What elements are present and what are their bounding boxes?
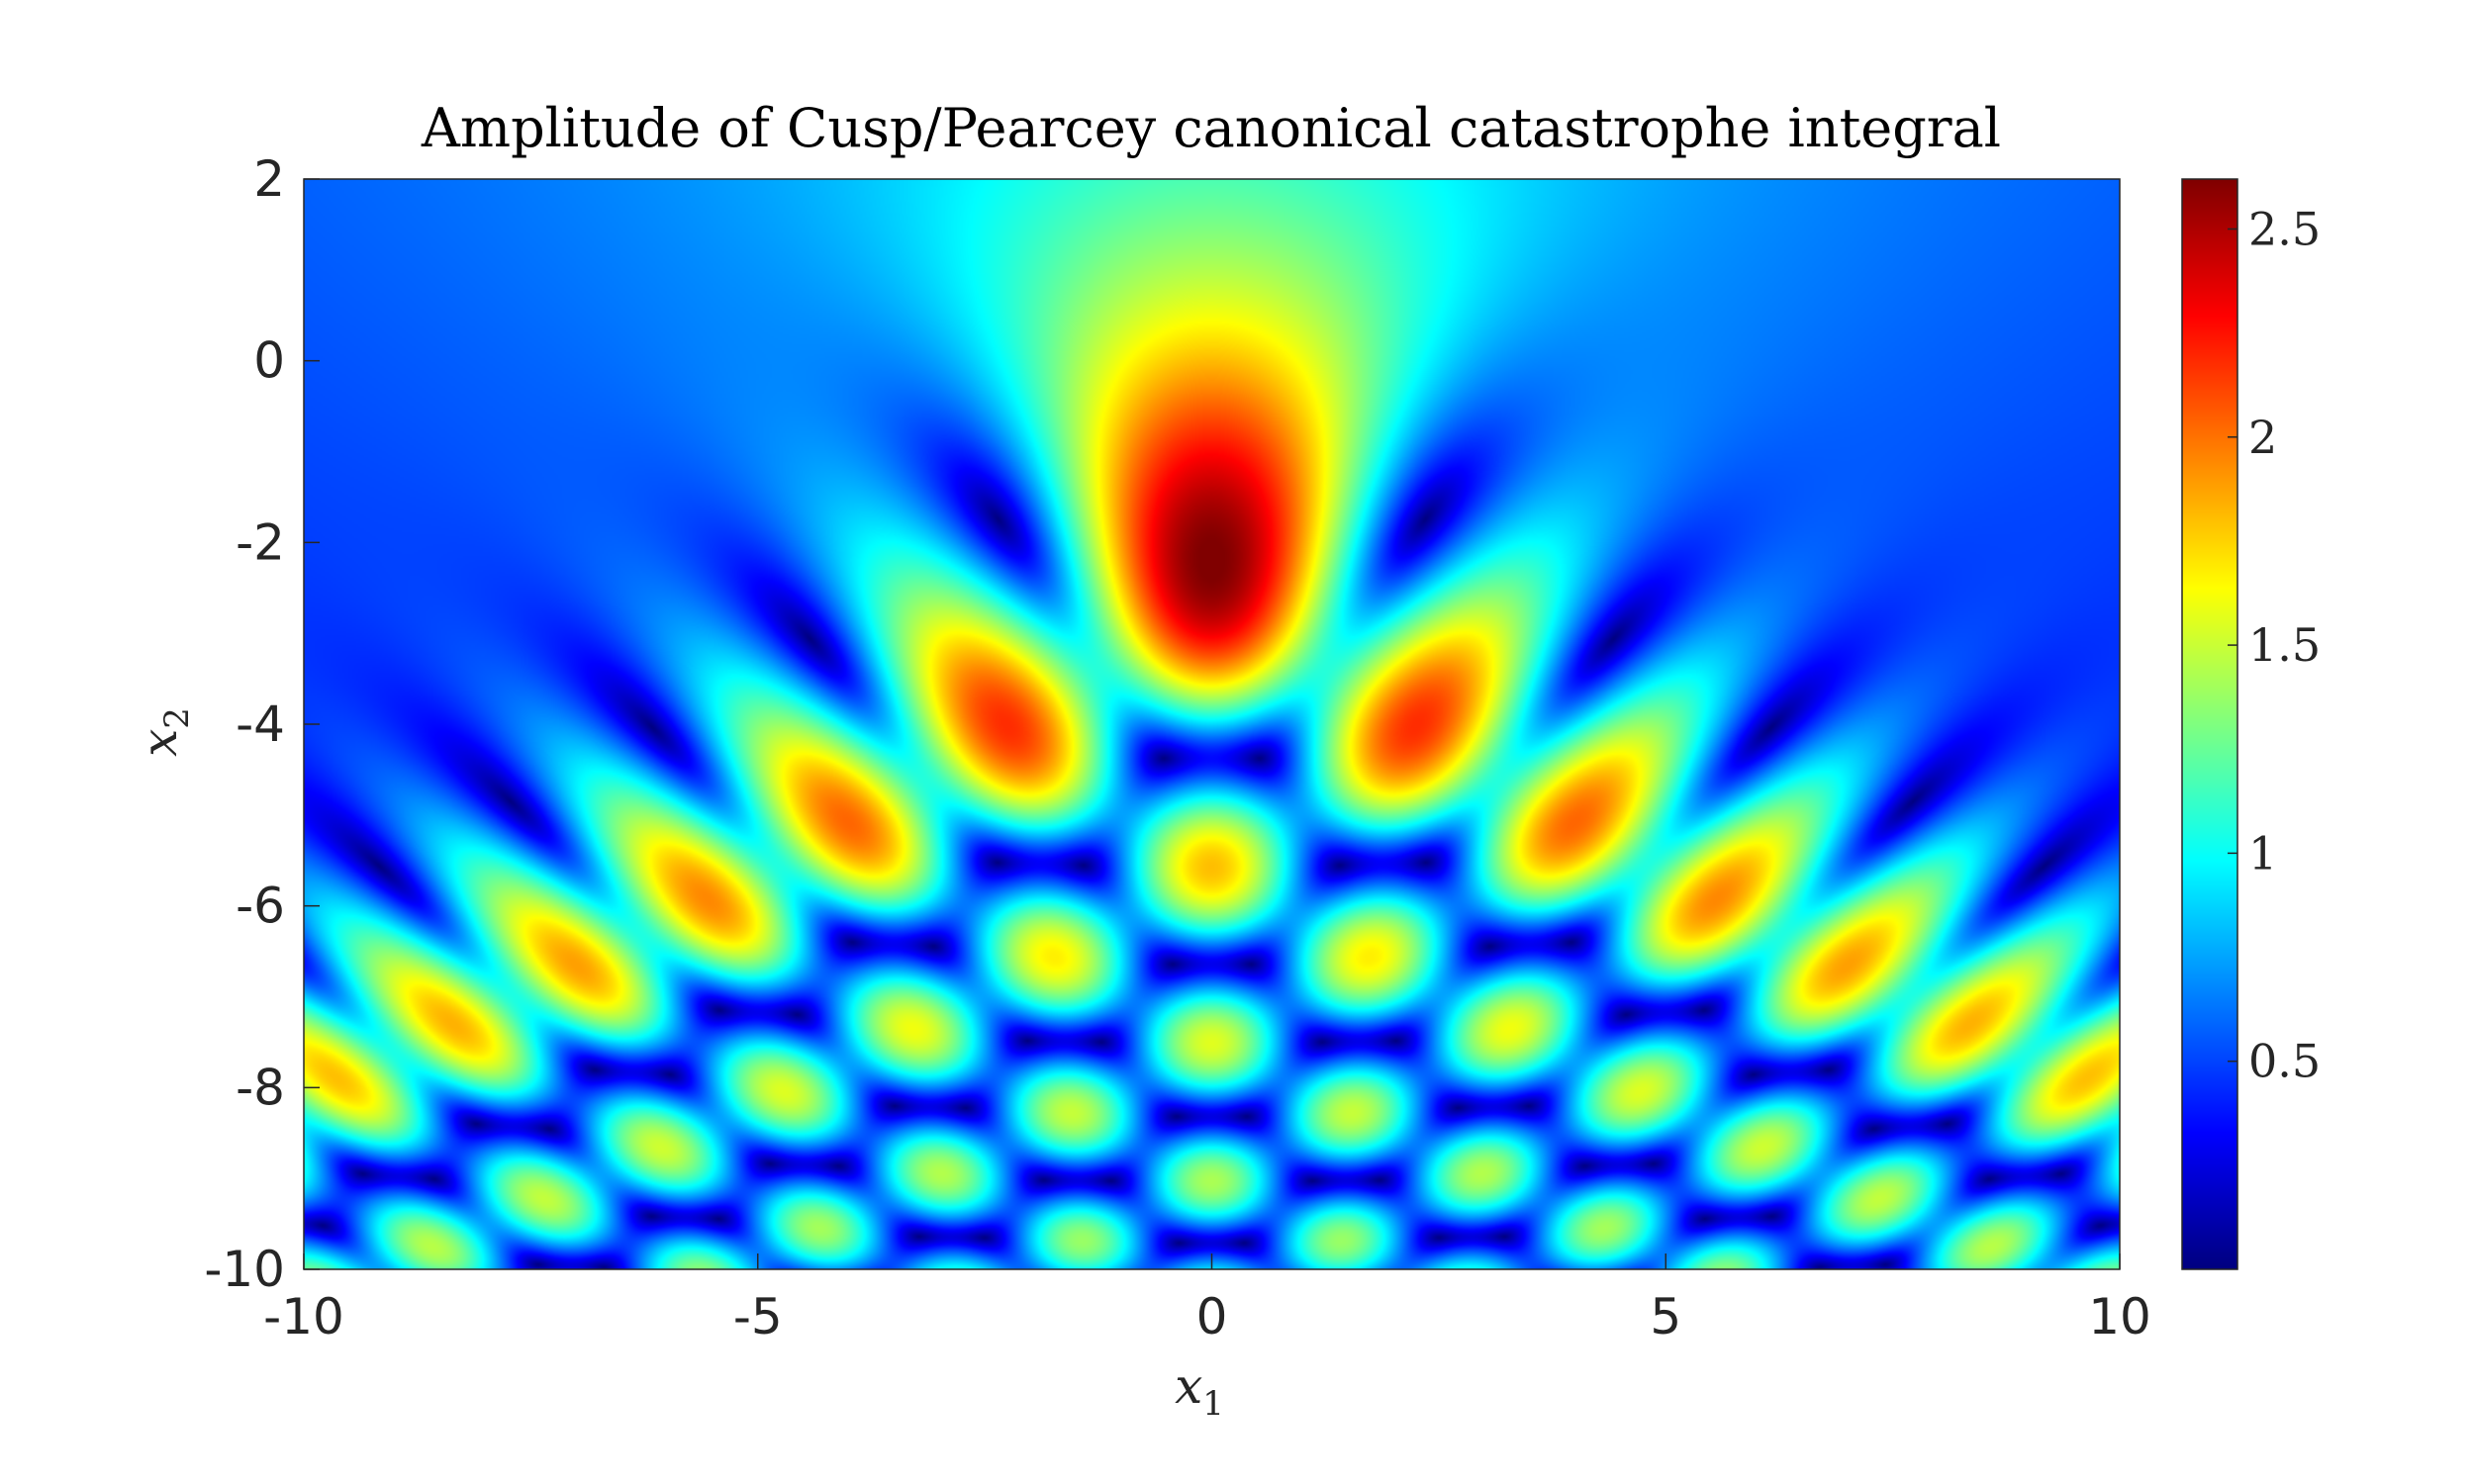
y-axis-label: x2 — [131, 707, 197, 757]
x-tick-label: -5 — [733, 1288, 783, 1345]
plot-frame — [303, 178, 2121, 1270]
colorbar-ticks: 0.5 1 1.5 2 2.5 — [2228, 202, 2321, 1088]
x-tick-label: 10 — [2088, 1288, 2151, 1345]
colorbar-tick-label: 2.5 — [2248, 202, 2321, 255]
chart-title: Amplitude of Cusp/Pearcey canonical cata… — [421, 97, 2001, 159]
y-axis-ticks: 2 0 -2 -4 -6 -8 -10 — [204, 150, 320, 1298]
colorbar-tick-label: 1.5 — [2248, 618, 2321, 672]
colorbar-frame — [2181, 178, 2238, 1270]
x-tick-label: 5 — [1650, 1288, 1681, 1345]
y-tick-label: 0 — [253, 332, 285, 390]
heatmap-plot — [304, 179, 2120, 1269]
x-axis-ticks: -10 -5 0 5 10 — [263, 1253, 2151, 1345]
y-tick-label: -6 — [236, 878, 285, 935]
y-tick-label: -2 — [236, 513, 285, 571]
colorbar-tick-label: 2 — [2248, 411, 2277, 464]
y-tick-label: -8 — [236, 1059, 285, 1116]
y-tick-label: 2 — [253, 150, 285, 208]
x-tick-label: 0 — [1196, 1288, 1228, 1345]
x-tick-label: -10 — [263, 1288, 344, 1345]
y-tick-label: -4 — [236, 696, 285, 753]
x-axis-label-base: x — [1175, 1357, 1202, 1415]
y-axis-label-sub: 2 — [157, 707, 197, 729]
colorbar-tick-label: 1 — [2248, 826, 2277, 880]
colorbar-tick-label: 0.5 — [2248, 1035, 2321, 1088]
x-axis-label: x1 — [1175, 1357, 1224, 1424]
colorbar — [2182, 179, 2237, 1269]
x-axis-label-sub: 1 — [1202, 1384, 1224, 1424]
y-axis-label-base: x — [131, 729, 188, 757]
y-tick-label: -10 — [204, 1241, 285, 1298]
